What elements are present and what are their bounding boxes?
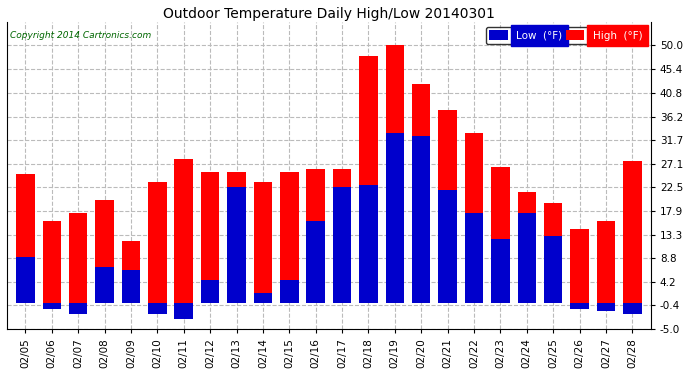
Title: Outdoor Temperature Daily High/Low 20140301: Outdoor Temperature Daily High/Low 20140… bbox=[163, 7, 495, 21]
Bar bbox=[121, 242, 140, 303]
Bar bbox=[201, 280, 219, 303]
Bar bbox=[43, 221, 61, 303]
Bar bbox=[280, 172, 299, 303]
Bar bbox=[175, 303, 193, 319]
Bar bbox=[16, 174, 34, 303]
Bar bbox=[69, 303, 88, 313]
Bar bbox=[491, 239, 510, 303]
Bar bbox=[333, 169, 351, 303]
Bar bbox=[518, 213, 536, 303]
Bar bbox=[148, 303, 166, 313]
Bar bbox=[306, 169, 325, 303]
Bar bbox=[623, 162, 642, 303]
Bar bbox=[571, 228, 589, 303]
Bar bbox=[438, 110, 457, 303]
Bar bbox=[465, 213, 483, 303]
Bar bbox=[69, 213, 88, 303]
Bar bbox=[386, 133, 404, 303]
Bar bbox=[175, 159, 193, 303]
Bar bbox=[43, 303, 61, 309]
Bar bbox=[359, 56, 377, 303]
Bar bbox=[386, 45, 404, 303]
Bar bbox=[148, 182, 166, 303]
Bar bbox=[597, 221, 615, 303]
Bar bbox=[518, 192, 536, 303]
Bar bbox=[121, 270, 140, 303]
Bar bbox=[280, 280, 299, 303]
Bar bbox=[254, 293, 272, 303]
Bar bbox=[333, 187, 351, 303]
Bar bbox=[306, 221, 325, 303]
Bar bbox=[95, 267, 114, 303]
Bar bbox=[412, 136, 431, 303]
Bar bbox=[227, 172, 246, 303]
Legend: Low  (°F), High  (°F): Low (°F), High (°F) bbox=[486, 27, 646, 44]
Text: Copyright 2014 Cartronics.com: Copyright 2014 Cartronics.com bbox=[10, 32, 151, 40]
Bar bbox=[491, 166, 510, 303]
Bar bbox=[544, 203, 562, 303]
Bar bbox=[227, 187, 246, 303]
Bar bbox=[597, 303, 615, 311]
Bar bbox=[16, 257, 34, 303]
Bar bbox=[412, 84, 431, 303]
Bar bbox=[544, 236, 562, 303]
Bar bbox=[95, 200, 114, 303]
Bar bbox=[571, 303, 589, 309]
Bar bbox=[201, 172, 219, 303]
Bar bbox=[465, 133, 483, 303]
Bar bbox=[438, 190, 457, 303]
Bar bbox=[254, 182, 272, 303]
Bar bbox=[623, 303, 642, 313]
Bar bbox=[359, 184, 377, 303]
